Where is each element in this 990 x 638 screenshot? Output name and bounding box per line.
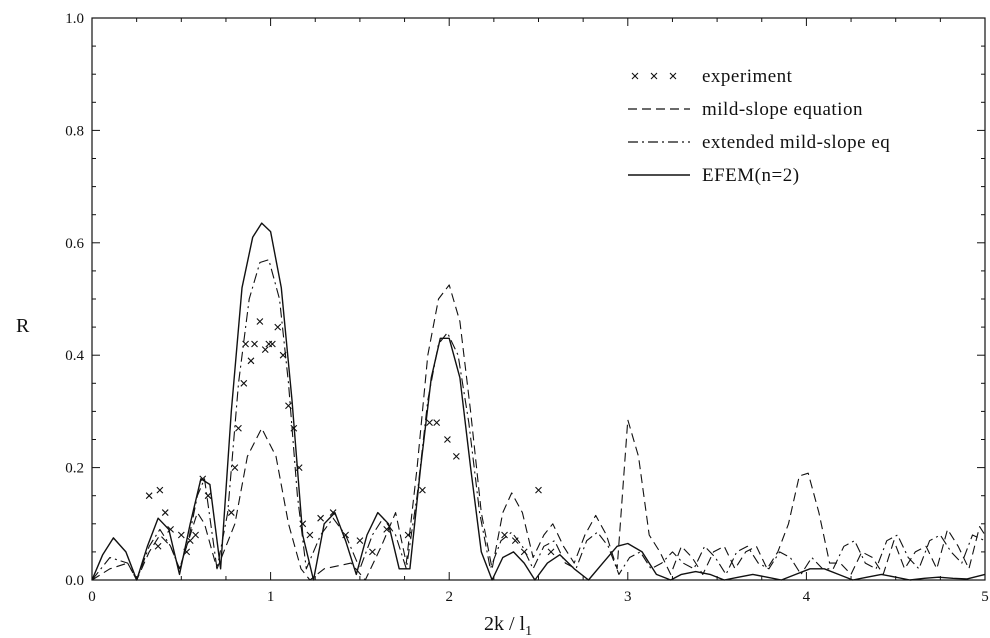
experiment-point: [433, 419, 441, 427]
x-tick-label: 1: [267, 589, 275, 605]
x-tick-label: 3: [624, 589, 632, 605]
experiment-point: [511, 537, 519, 545]
experiment-point: [256, 318, 264, 325]
experiment-point: [356, 537, 364, 545]
experiment-point: [247, 357, 255, 365]
x-tick-label: 5: [981, 589, 989, 605]
experiment-point: [419, 486, 426, 494]
experiment-point: [156, 486, 164, 494]
experiment-point: [274, 323, 282, 331]
y-tick-label: 0.4: [65, 348, 84, 364]
y-tick-label: 0.2: [65, 461, 84, 477]
y-tick-label: 0.0: [65, 573, 84, 589]
experiment-point: [547, 548, 555, 556]
y-axis-label: R: [16, 315, 30, 337]
x-axis-label-subscript: 1: [525, 624, 532, 638]
experiment-point: [192, 531, 199, 539]
x-tick-label: 2: [445, 589, 453, 605]
experiment-point: [452, 452, 460, 460]
experiment-point: [317, 514, 324, 522]
experiment-point: [240, 379, 248, 387]
y-tick-label: 0.6: [65, 236, 84, 252]
legend-label-extended-mild-slope-eq: extended mild-slope eq: [702, 132, 890, 153]
legend: experiment mild-slope equation extended mi…: [628, 66, 890, 186]
experiment-point: [235, 424, 242, 432]
experiment-point: [161, 509, 169, 516]
experiment-point: [145, 492, 153, 500]
experiment-point: [501, 531, 508, 539]
y-tick-label: 1.0: [65, 11, 84, 27]
legend-label-experiment: experiment: [702, 66, 793, 87]
experiment-point: [251, 340, 258, 348]
x-axis-label: 2k / l1: [484, 613, 532, 638]
experiment-point: [154, 542, 162, 550]
experiment-point: [177, 531, 185, 539]
x-tick-label: 0: [88, 589, 96, 605]
experiment-point: [369, 548, 376, 556]
series-layer: [91, 222, 986, 581]
experiment-point: [426, 419, 433, 427]
experiment-point: [227, 509, 235, 516]
experiment-point: [261, 346, 269, 353]
legend-label-mild-slope-equation: mild-slope equation: [702, 99, 863, 120]
experiment-point: [231, 464, 239, 471]
ticks-layer: 0 1 2 3 4 5 0.0 0.2 0.4 0.6 0.8 1.0: [65, 11, 989, 605]
experiment-point: [444, 436, 451, 443]
experiment-point: [535, 486, 542, 494]
experiment-point: [306, 531, 314, 539]
x-tick-label: 4: [803, 589, 811, 605]
series-line-efem-n-2: [91, 222, 986, 581]
experiment-point: [204, 492, 212, 500]
x-axis-label-main: 2k / l: [484, 613, 526, 635]
legend-marker-experiment: [650, 72, 658, 80]
experiment-point: [268, 340, 276, 348]
legend-marker-experiment: [669, 72, 677, 80]
y-tick-label: 0.8: [65, 123, 84, 139]
series-line-mild-slope-equation: [91, 284, 986, 581]
legend-label-efem-n-2: EFEM(n=2): [702, 165, 800, 186]
legend-marker-experiment: [631, 72, 639, 80]
series-experiment: [145, 318, 555, 556]
series-line-extended-mild-slope-eq: [91, 259, 986, 581]
